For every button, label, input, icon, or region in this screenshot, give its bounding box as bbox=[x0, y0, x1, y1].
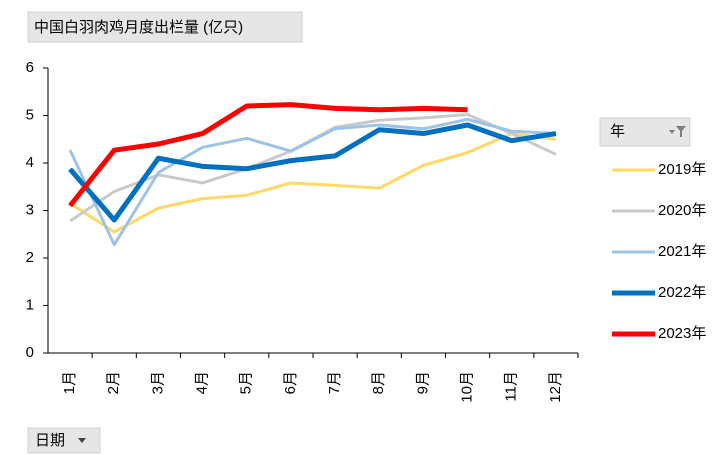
x-tick-label: 7月 bbox=[326, 371, 343, 394]
chart-title: 中国白羽肉鸡月度出栏量 (亿只) bbox=[34, 19, 243, 36]
y-tick-label: 5 bbox=[26, 106, 34, 123]
series-line bbox=[68, 117, 556, 247]
legend-label: 2019年 bbox=[658, 161, 706, 178]
legend-label: 2020年 bbox=[658, 202, 706, 219]
axis-field-label: 日期 bbox=[35, 432, 65, 449]
y-tick-label: 1 bbox=[26, 296, 34, 313]
title-button[interactable] bbox=[27, 11, 303, 43]
legend-label: 2022年 bbox=[658, 284, 706, 301]
series-line bbox=[68, 122, 557, 223]
x-tick-label: 1月 bbox=[61, 371, 78, 394]
x-tick-label: 12月 bbox=[547, 371, 564, 403]
x-tick-label: 10月 bbox=[459, 371, 476, 403]
x-tick-label: 9月 bbox=[414, 371, 431, 394]
dropdown-icon[interactable] bbox=[78, 438, 86, 443]
legend-label: 2021年 bbox=[658, 243, 706, 260]
y-tick-label: 6 bbox=[26, 59, 34, 76]
y-tick-label: 3 bbox=[26, 201, 34, 218]
legend-field-button[interactable] bbox=[599, 117, 691, 147]
x-tick-label: 8月 bbox=[370, 371, 387, 394]
legend-title: 年 bbox=[610, 123, 625, 140]
y-tick-label: 4 bbox=[26, 154, 34, 171]
x-tick-label: 2月 bbox=[105, 371, 122, 394]
x-tick-label: 5月 bbox=[238, 371, 255, 394]
axis-field-button[interactable] bbox=[27, 427, 101, 454]
series-line bbox=[69, 132, 557, 234]
legend-label: 2023年 bbox=[658, 325, 706, 342]
x-tick-label: 6月 bbox=[282, 371, 299, 394]
x-tick-label: 4月 bbox=[194, 371, 211, 394]
x-tick-label: 11月 bbox=[503, 371, 520, 402]
y-tick-label: 0 bbox=[26, 344, 34, 361]
filter-icon[interactable] bbox=[669, 126, 686, 137]
series-line bbox=[68, 102, 468, 208]
x-tick-label: 3月 bbox=[149, 371, 166, 394]
y-tick-label: 2 bbox=[26, 249, 34, 266]
